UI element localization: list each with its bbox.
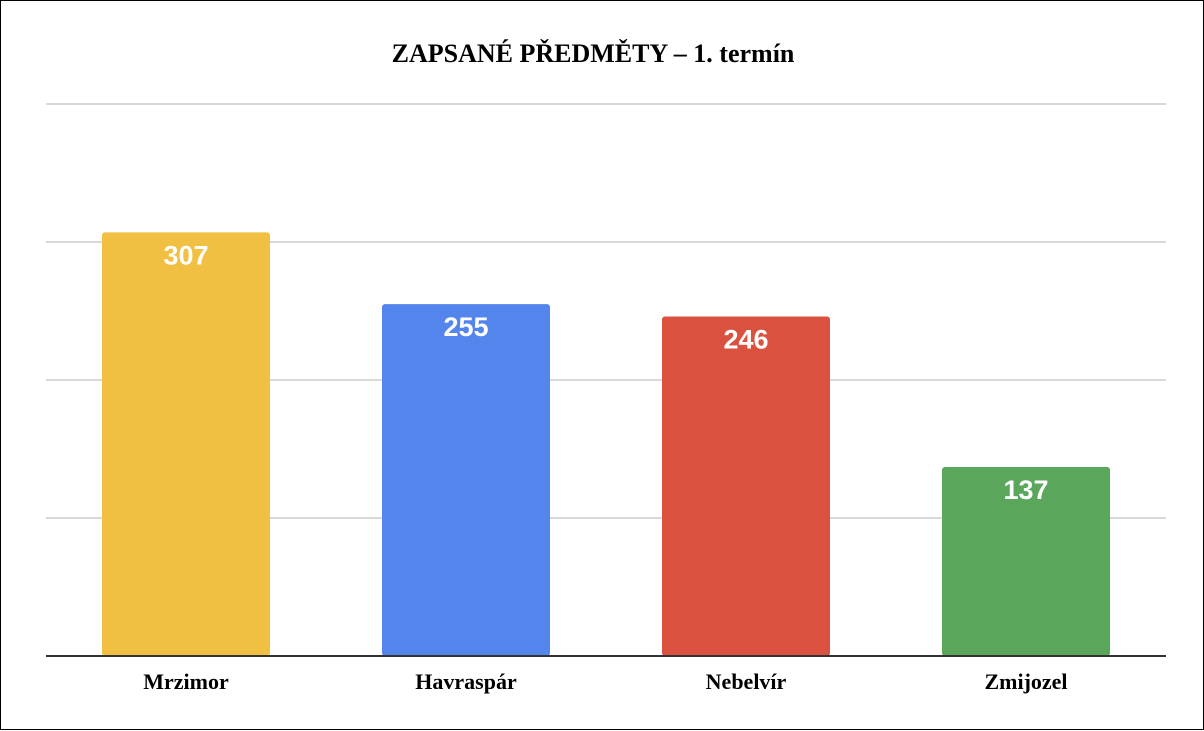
category-label-mrzimor: Mrzimor <box>143 669 229 694</box>
bar-zmijozel <box>942 466 1110 656</box>
category-labels: Mrzimor Havraspár Nebelvír Zmijozel <box>143 669 1067 694</box>
data-labels: 307 255 246 137 <box>163 240 1048 505</box>
data-label-mrzimor: 307 <box>163 240 208 270</box>
category-label-havraspar: Havraspár <box>415 669 517 694</box>
bar-havraspar <box>382 304 550 656</box>
bar-nebelvir <box>662 316 830 656</box>
bar-mrzimor <box>102 232 270 656</box>
bars <box>102 232 1110 656</box>
category-label-nebelvir: Nebelvír <box>706 669 787 694</box>
chart-title: ZAPSANÉ PŘEDMĚTY – 1. termín <box>392 39 795 68</box>
data-label-nebelvir: 246 <box>723 325 768 355</box>
data-label-havraspar: 255 <box>443 312 488 342</box>
data-label-zmijozel: 137 <box>1003 475 1048 505</box>
category-label-zmijozel: Zmijozel <box>984 669 1067 694</box>
